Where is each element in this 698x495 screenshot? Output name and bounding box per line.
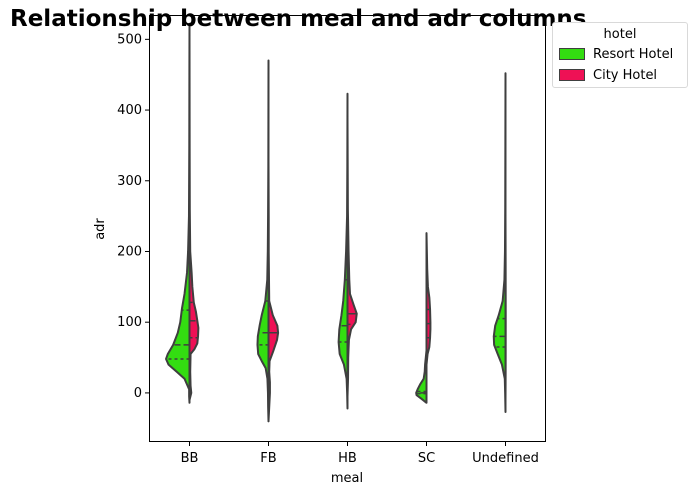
legend-swatch-resort-hotel — [559, 48, 585, 60]
violin-city-hotel-fb — [267, 158, 280, 423]
violin-city-hotel-hb — [346, 116, 358, 398]
legend-title: hotel — [603, 27, 637, 42]
y-tick-label: 200 — [117, 244, 142, 259]
y-tick-label: 0 — [134, 386, 142, 401]
y-tick-label: 500 — [117, 32, 142, 47]
x-axis: BB FB HB SC Undefined — [181, 441, 539, 466]
x-axis-label: meal — [331, 471, 363, 486]
legend-swatch-city-hotel — [559, 69, 585, 81]
y-axis: 0 100 200 300 400 500 — [117, 32, 150, 401]
x-tick-label: BB — [181, 451, 199, 466]
violin-city-hotel-sc — [425, 232, 432, 366]
violin-resort-hotel-undefined — [492, 72, 507, 414]
violin-group-city-hotel-sc — [425, 232, 432, 366]
violin-group-city-hotel-fb — [267, 158, 280, 423]
violins-layer — [165, 22, 507, 423]
violin-resort-hotel-sc — [415, 349, 428, 404]
violin-group-resort-hotel-sc — [415, 349, 428, 404]
y-tick-label: 400 — [117, 103, 142, 118]
violin-city-hotel-bb — [188, 34, 200, 401]
violin-group-resort-hotel-hb — [337, 92, 349, 410]
x-tick-label: Undefined — [472, 451, 539, 466]
violin-group-resort-hotel-undefined — [492, 72, 507, 414]
y-tick-label: 300 — [117, 174, 142, 189]
legend-item-resort-hotel: Resort Hotel — [559, 46, 673, 62]
legend: hotel Resort Hotel City Hotel — [552, 22, 688, 88]
x-tick-label: SC — [418, 451, 435, 466]
violin-resort-hotel-hb — [337, 92, 349, 410]
violin-resort-hotel-bb — [165, 22, 191, 404]
violin-group-city-hotel-hb — [346, 116, 358, 398]
y-axis-label: adr — [93, 218, 108, 240]
violin-group-resort-hotel-bb — [165, 22, 191, 404]
legend-label-resort-hotel: Resort Hotel — [593, 46, 674, 62]
legend-label-city-hotel: City Hotel — [593, 67, 658, 83]
y-tick-label: 100 — [117, 315, 142, 330]
x-tick-label: HB — [338, 451, 357, 466]
violin-resort-hotel-fb — [256, 59, 270, 423]
violin-group-city-hotel-bb — [188, 34, 200, 401]
violin-group-resort-hotel-fb — [256, 59, 270, 423]
chart-title: Relationship between meal and adr column… — [10, 6, 587, 32]
x-tick-label: FB — [260, 451, 276, 466]
legend-item-city-hotel: City Hotel — [559, 67, 657, 83]
